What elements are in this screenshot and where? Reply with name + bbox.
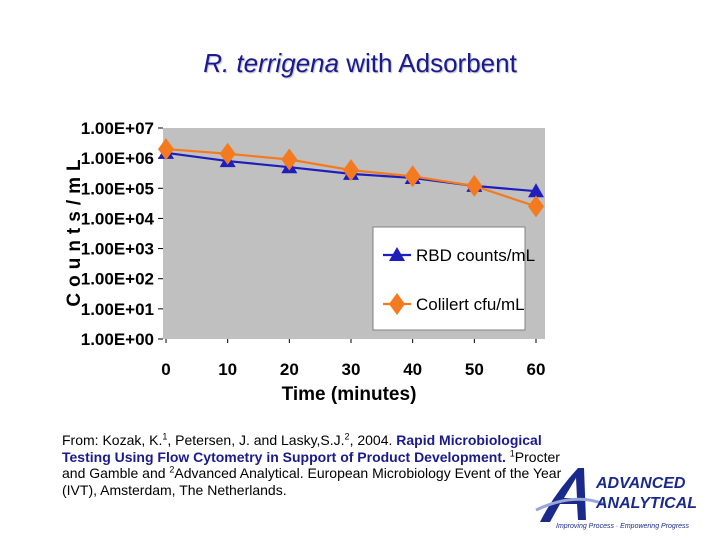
y-tick-label: 1.00E+07 — [81, 119, 154, 138]
legend: RBD counts/mL Colilert cfu/mL — [372, 226, 535, 331]
citation-sup-4: 2 — [169, 464, 175, 475]
legend-label: Colilert cfu/mL — [416, 295, 525, 314]
y-tick-label: 1.00E+06 — [81, 149, 154, 168]
y-axis-title: Counts/mL — [64, 153, 85, 306]
advanced-analytical-logo: ADVANCED ANALYTICAL Improving Process · … — [535, 468, 697, 530]
x-axis-ticks: 0 10 20 30 40 50 60 — [161, 339, 545, 379]
x-tick-label: 60 — [527, 360, 546, 379]
data-point — [528, 183, 544, 198]
y-tick-label: 1.00E+03 — [81, 240, 154, 259]
logo-swoosh-icon — [535, 497, 605, 512]
legend-item: Colilert cfu/mL — [383, 293, 525, 315]
data-point — [158, 138, 174, 161]
x-tick-label: 0 — [161, 360, 170, 379]
x-tick-label: 10 — [218, 360, 237, 379]
citation-paper-title: Rapid Microbiological Testing Using Flow… — [62, 432, 542, 465]
slide-title: R. terrigena with Adsorbent — [0, 48, 720, 79]
y-tick-label: 1.00E+00 — [81, 330, 154, 349]
data-point — [466, 174, 483, 197]
chart: 1.00E+00 1.00E+01 1.00E+02 1.00E+03 1.00E+04… — [64, 119, 545, 405]
citation-affiliation-2: Advanced Analytical. European Microbiolo… — [62, 465, 562, 498]
logo-line-1: ADVANCED — [595, 475, 686, 492]
y-tick-label: 1.00E+02 — [81, 270, 154, 289]
data-point — [528, 195, 544, 218]
logo-tagline: Improving Process · Empowering Progress — [556, 523, 690, 530]
citation-year: , 2004. — [349, 432, 397, 448]
data-point — [281, 148, 298, 171]
y-tick-label: 1.00E+05 — [81, 179, 154, 198]
x-tick-label: 40 — [403, 360, 422, 379]
legend-marker — [389, 247, 405, 261]
x-tick-label: 50 — [465, 360, 484, 379]
x-tick-label: 20 — [280, 360, 299, 379]
citation-sup-3: 1 — [509, 447, 515, 458]
citation-affiliation-1: Procter and Gamble and — [62, 448, 560, 482]
logo-line-2: ANALYTICAL — [595, 495, 697, 512]
title-rest: with Adsorbent — [339, 48, 517, 78]
logo-a-swoosh-icon — [540, 468, 586, 522]
citation-sup-1: 1 — [162, 431, 168, 442]
series-layer — [158, 138, 544, 218]
legend-box — [372, 226, 526, 331]
citation-authors: , Petersen, J. and Lasky,S.J. — [167, 432, 345, 448]
legend-item: RBD counts/mL — [383, 246, 535, 265]
legend-label: RBD counts/mL — [416, 246, 535, 265]
data-point — [343, 159, 359, 182]
y-axis-ticks: 1.00E+00 1.00E+01 1.00E+02 1.00E+03 1.00E+04… — [81, 119, 163, 349]
citation: From: Kozak, K.1, Petersen, J. and Lasky… — [62, 432, 582, 498]
x-tick-label: 30 — [342, 360, 361, 379]
data-point — [219, 142, 236, 165]
citation-lead: From: Kozak, K. — [62, 432, 163, 448]
data-point — [404, 165, 421, 188]
series-2 — [158, 138, 544, 218]
citation-sup-2: 2 — [344, 431, 350, 442]
y-tick-label: 1.00E+01 — [81, 300, 154, 319]
title-species: R. terrigena — [203, 48, 340, 78]
y-tick-label: 1.00E+04 — [81, 209, 155, 228]
x-axis-title: Time (minutes) — [282, 384, 417, 405]
legend-marker — [389, 293, 405, 315]
